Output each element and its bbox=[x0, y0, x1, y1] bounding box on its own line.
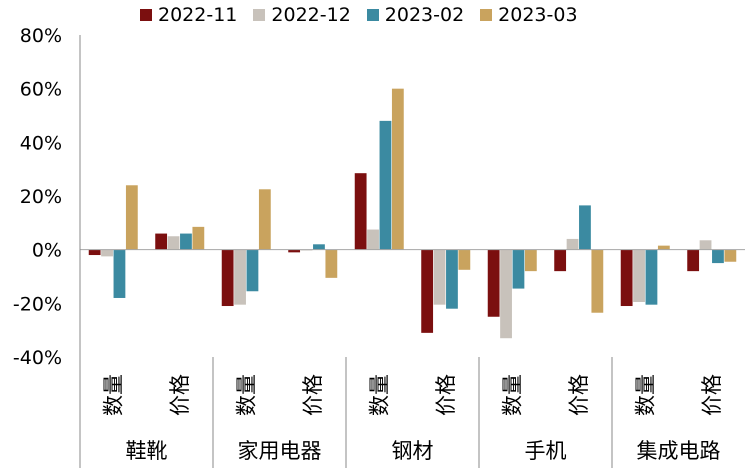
legend: 2022-11 2022-12 2023-02 2023-03 bbox=[140, 4, 594, 26]
bar-2023-02-集成电路-价格 bbox=[712, 249, 724, 264]
bar-2023-02-家用电器-数量 bbox=[246, 249, 259, 292]
bar-2022-12-鞋靴-价格 bbox=[167, 236, 180, 250]
bar-2022-12-集成电路-价格 bbox=[699, 240, 712, 250]
bar-2023-03-集成电路-数量 bbox=[657, 245, 670, 250]
legend-label-2022-11: 2022-11 bbox=[158, 4, 238, 26]
bar-2022-11-手机-价格 bbox=[554, 249, 567, 272]
bar-2023-02-手机-数量 bbox=[512, 249, 525, 289]
bar-2022-11-鞋靴-数量 bbox=[88, 249, 101, 256]
bar-2022-11-钢材-数量 bbox=[354, 173, 367, 250]
legend-label-2023-03: 2023-03 bbox=[498, 4, 578, 26]
bar-2022-11-集成电路-价格 bbox=[687, 249, 700, 272]
bar-2023-02-集成电路-数量 bbox=[645, 249, 658, 305]
legend-swatch-2022-11 bbox=[140, 9, 152, 21]
bar-2022-12-手机-数量 bbox=[500, 249, 512, 339]
y-tick-label: 20% bbox=[20, 186, 62, 208]
x-subcategory-label: 数量 bbox=[633, 374, 657, 416]
x-group-label: 家用电器 bbox=[238, 439, 322, 463]
legend-swatch-2022-12 bbox=[253, 9, 266, 21]
legend-label-2023-02: 2023-02 bbox=[384, 4, 465, 26]
x-group-label: 集成电路 bbox=[637, 439, 721, 463]
legend-item-2022-11: 2022-11 bbox=[140, 4, 237, 26]
x-subcategory-label: 价格 bbox=[700, 374, 724, 416]
bar-2023-03-手机-价格 bbox=[591, 249, 604, 313]
legend-item-2022-12: 2022-12 bbox=[253, 4, 351, 26]
bar-2023-03-集成电路-价格 bbox=[724, 249, 737, 262]
bar-2022-12-钢材-数量 bbox=[367, 229, 379, 250]
bar-2023-02-家用电器-价格 bbox=[313, 244, 325, 250]
y-tick-label: -40% bbox=[13, 347, 62, 369]
bar-2022-12-钢材-价格 bbox=[433, 249, 446, 305]
bar-2022-11-钢材-价格 bbox=[421, 249, 434, 333]
x-subcategory-label: 价格 bbox=[168, 374, 192, 416]
legend-item-2023-03: 2023-03 bbox=[480, 4, 578, 26]
x-subcategory-label: 数量 bbox=[500, 374, 524, 416]
y-tick-label: -20% bbox=[13, 293, 62, 315]
y-tick-label: 0% bbox=[32, 240, 62, 262]
x-group-label: 手机 bbox=[525, 439, 567, 463]
bar-2023-02-鞋靴-数量 bbox=[113, 249, 126, 298]
x-subcategory-label: 价格 bbox=[434, 374, 458, 416]
x-subcategory-label: 数量 bbox=[101, 374, 125, 416]
bar-2022-12-鞋靴-数量 bbox=[101, 249, 113, 257]
bar-2022-12-集成电路-数量 bbox=[633, 249, 645, 302]
y-tick-label: 60% bbox=[20, 79, 62, 101]
bar-2023-02-钢材-数量 bbox=[379, 120, 392, 250]
x-group-label: 钢材 bbox=[392, 439, 434, 463]
legend-swatch-2023-03 bbox=[480, 9, 493, 21]
x-subcategory-label: 价格 bbox=[301, 374, 325, 416]
y-tick-label: 80% bbox=[20, 25, 62, 47]
x-group-label: 鞋靴 bbox=[126, 439, 168, 463]
bar-2023-03-鞋靴-数量 bbox=[125, 185, 138, 250]
bar-2023-02-手机-价格 bbox=[579, 205, 591, 250]
bar-2023-02-鞋靴-价格 bbox=[180, 233, 192, 250]
legend-item-2023-02: 2023-02 bbox=[366, 4, 465, 26]
bar-2023-03-手机-数量 bbox=[524, 249, 537, 272]
bar-2023-03-钢材-数量 bbox=[391, 88, 404, 250]
bar-2022-11-手机-数量 bbox=[487, 249, 500, 317]
bar-2023-02-钢材-价格 bbox=[446, 249, 458, 309]
bar-2022-11-鞋靴-价格 bbox=[155, 233, 168, 250]
bar-2022-12-家用电器-数量 bbox=[234, 249, 246, 305]
legend-swatch-2023-02 bbox=[366, 9, 379, 21]
bar-2022-11-家用电器-价格 bbox=[288, 249, 301, 253]
x-subcategory-label: 数量 bbox=[234, 374, 258, 416]
x-subcategory-label: 数量 bbox=[367, 374, 391, 416]
legend-label-2022-12: 2022-12 bbox=[271, 4, 351, 26]
bar-2023-03-家用电器-数量 bbox=[258, 189, 271, 250]
bar-2022-12-手机-价格 bbox=[566, 238, 579, 250]
bar-2022-11-家用电器-数量 bbox=[221, 249, 234, 307]
bar-2023-03-鞋靴-价格 bbox=[192, 226, 205, 250]
bar-2023-03-家用电器-价格 bbox=[325, 249, 338, 278]
x-subcategory-label: 价格 bbox=[567, 374, 591, 416]
y-tick-label: 40% bbox=[20, 132, 62, 154]
bar-2023-03-钢材-价格 bbox=[458, 249, 471, 270]
bar-2022-11-集成电路-数量 bbox=[620, 249, 633, 307]
